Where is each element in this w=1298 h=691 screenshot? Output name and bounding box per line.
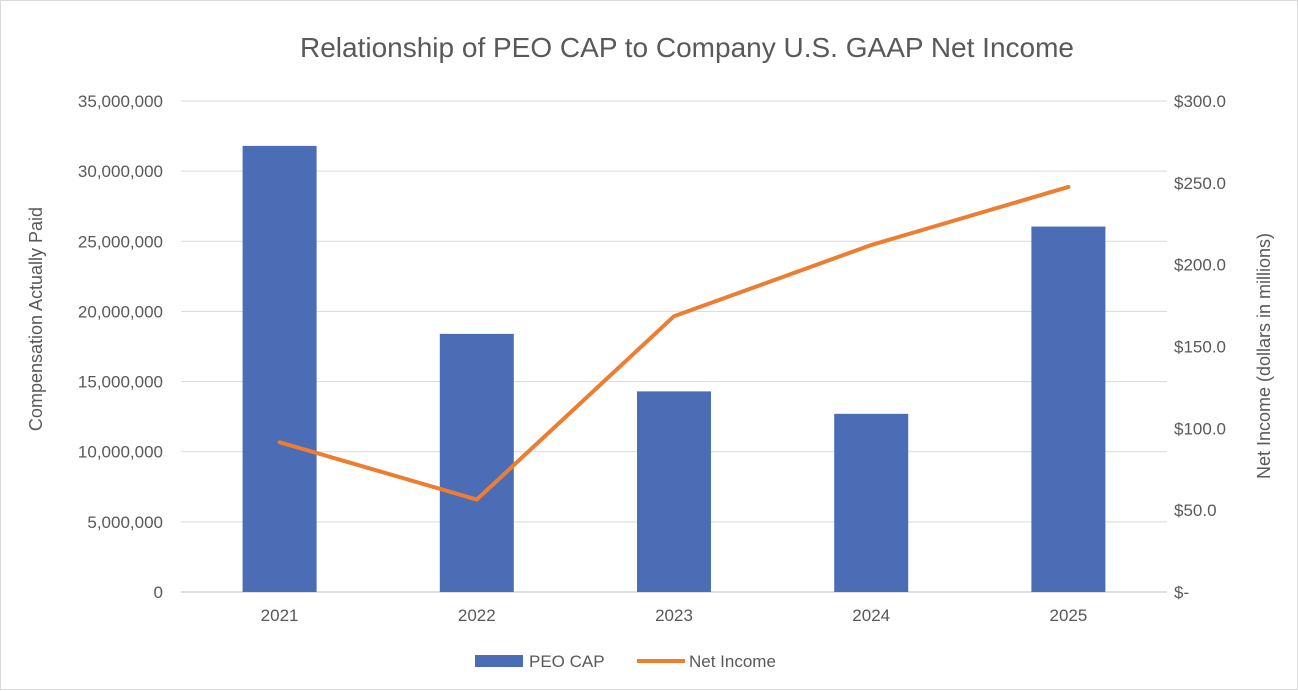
y-tick-label: 35,000,000 bbox=[78, 92, 163, 111]
legend-swatch-peo-cap bbox=[475, 655, 523, 667]
y-tick-label: 5,000,000 bbox=[87, 513, 163, 532]
bar bbox=[637, 391, 711, 592]
y2-tick-label: $250.0 bbox=[1174, 174, 1226, 193]
y2-tick-label: $- bbox=[1174, 583, 1189, 602]
y2-tick-label: $150.0 bbox=[1174, 338, 1226, 357]
y2-tick-label: $50.0 bbox=[1174, 501, 1217, 520]
y-axis-title: Compensation Actually Paid bbox=[26, 207, 46, 431]
x-tick-label: 2024 bbox=[852, 606, 890, 625]
y-tick-label: 0 bbox=[154, 583, 163, 602]
x-axis: 2021 2022 2023 2024 2025 bbox=[261, 606, 1088, 625]
legend-label-net-income: Net Income bbox=[689, 652, 776, 671]
bar bbox=[834, 414, 908, 592]
x-tick-label: 2022 bbox=[458, 606, 496, 625]
legend: PEO CAP Net Income bbox=[475, 652, 776, 671]
chart-title: Relationship of PEO CAP to Company U.S. … bbox=[300, 32, 1074, 63]
y-tick-label: 30,000,000 bbox=[78, 162, 163, 181]
x-tick-label: 2023 bbox=[655, 606, 693, 625]
y-tick-label: 25,000,000 bbox=[78, 232, 163, 251]
y-tick-label: 15,000,000 bbox=[78, 373, 163, 392]
bar bbox=[440, 334, 514, 592]
y-axis-left: 0 5,000,000 10,000,000 15,000,000 20,000,000… bbox=[78, 92, 163, 602]
x-tick-label: 2021 bbox=[261, 606, 299, 625]
bar bbox=[243, 146, 317, 592]
y2-axis-title: Net Income (dollars in millions) bbox=[1254, 233, 1274, 479]
x-tick-label: 2025 bbox=[1049, 606, 1087, 625]
y-axis-right: $- $50.0 $100.0 $150.0 $200.0 $250.0 $300.0 bbox=[1174, 92, 1226, 602]
y2-tick-label: $100.0 bbox=[1174, 419, 1226, 438]
y-tick-label: 20,000,000 bbox=[78, 302, 163, 321]
legend-label-peo-cap: PEO CAP bbox=[529, 652, 605, 671]
y-tick-label: 10,000,000 bbox=[78, 443, 163, 462]
y2-tick-label: $200.0 bbox=[1174, 256, 1226, 275]
y2-tick-label: $300.0 bbox=[1174, 92, 1226, 111]
bar bbox=[1031, 227, 1105, 592]
